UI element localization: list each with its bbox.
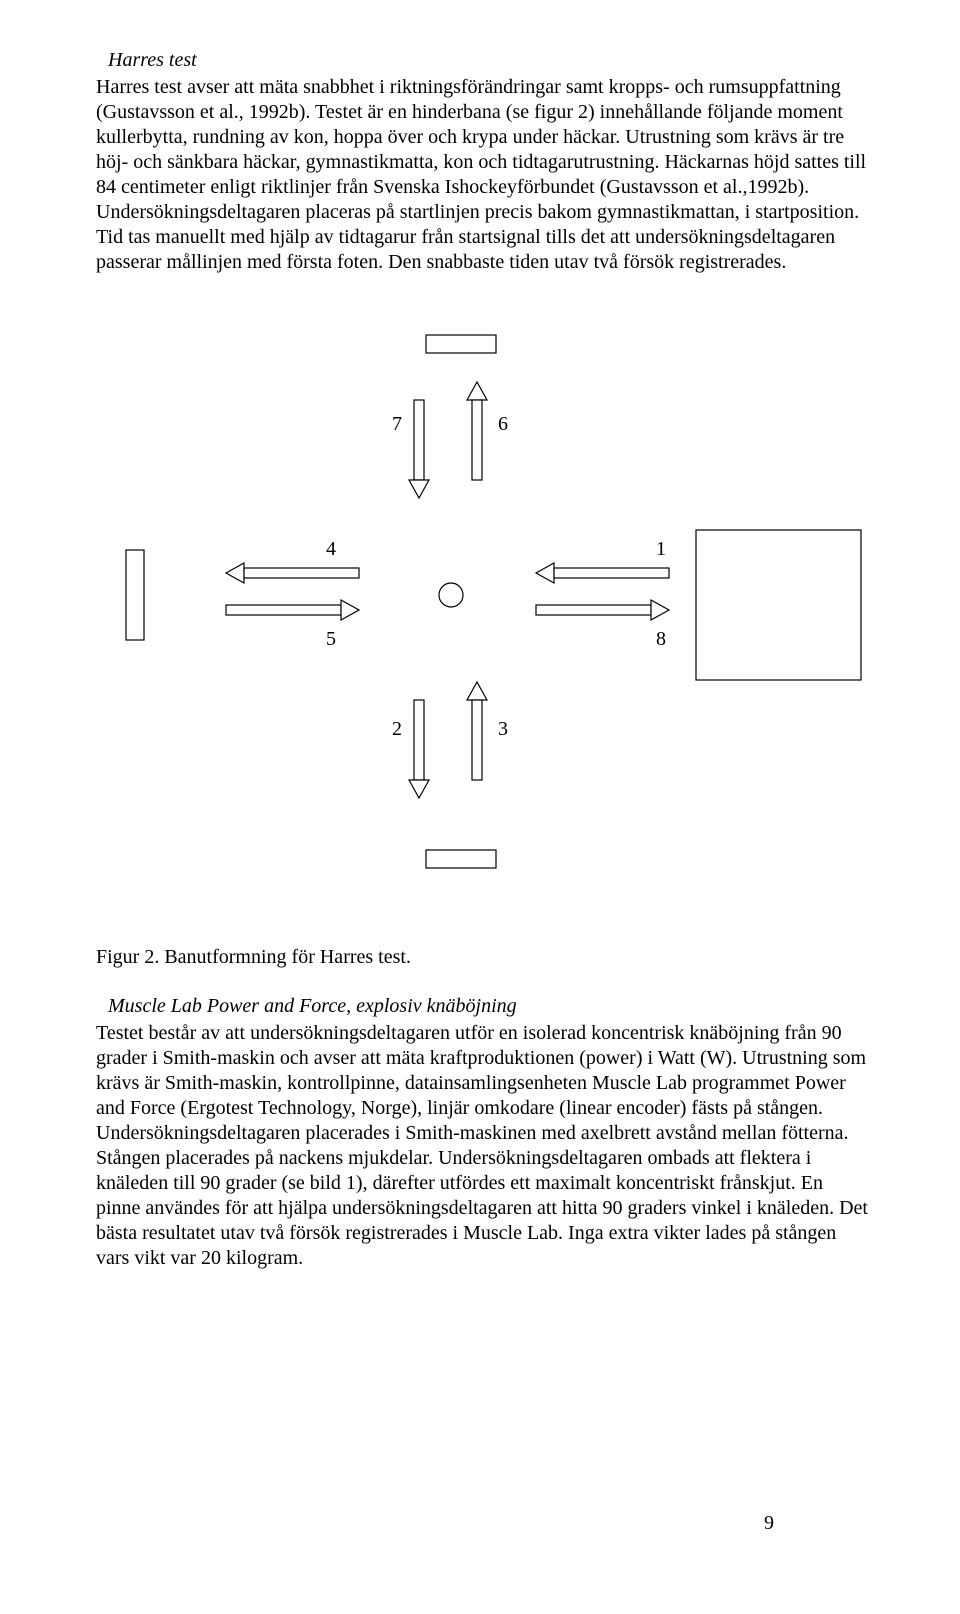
figure-caption: Figur 2. Banutformning för Harres test. bbox=[96, 945, 870, 970]
label-8: 8 bbox=[656, 628, 666, 650]
arrow-1 bbox=[536, 563, 669, 583]
label-2: 2 bbox=[392, 718, 402, 740]
label-7: 7 bbox=[392, 413, 402, 435]
page-number: 9 bbox=[764, 1511, 774, 1536]
arrow-2 bbox=[409, 700, 429, 798]
arrow-6 bbox=[467, 382, 487, 480]
label-1: 1 bbox=[656, 538, 666, 560]
section-2-title: Muscle Lab Power and Force, explosiv knä… bbox=[108, 994, 870, 1019]
arrow-8 bbox=[536, 600, 669, 620]
arrow-7 bbox=[409, 400, 429, 498]
section-2-paragraph: Testet består av att undersökningsdeltag… bbox=[96, 1021, 870, 1271]
label-6: 6 bbox=[498, 413, 508, 435]
arrow-4 bbox=[226, 563, 359, 583]
label-4: 4 bbox=[326, 538, 336, 560]
arrow-5 bbox=[226, 600, 359, 620]
label-5: 5 bbox=[326, 628, 336, 650]
label-3: 3 bbox=[498, 718, 508, 740]
harres-diagram: 7 6 4 5 bbox=[96, 305, 866, 925]
section-1-title: Harres test bbox=[108, 48, 870, 73]
arrow-3 bbox=[467, 682, 487, 780]
section-1-paragraph: Harres test avser att mäta snabbhet i ri… bbox=[96, 75, 870, 275]
